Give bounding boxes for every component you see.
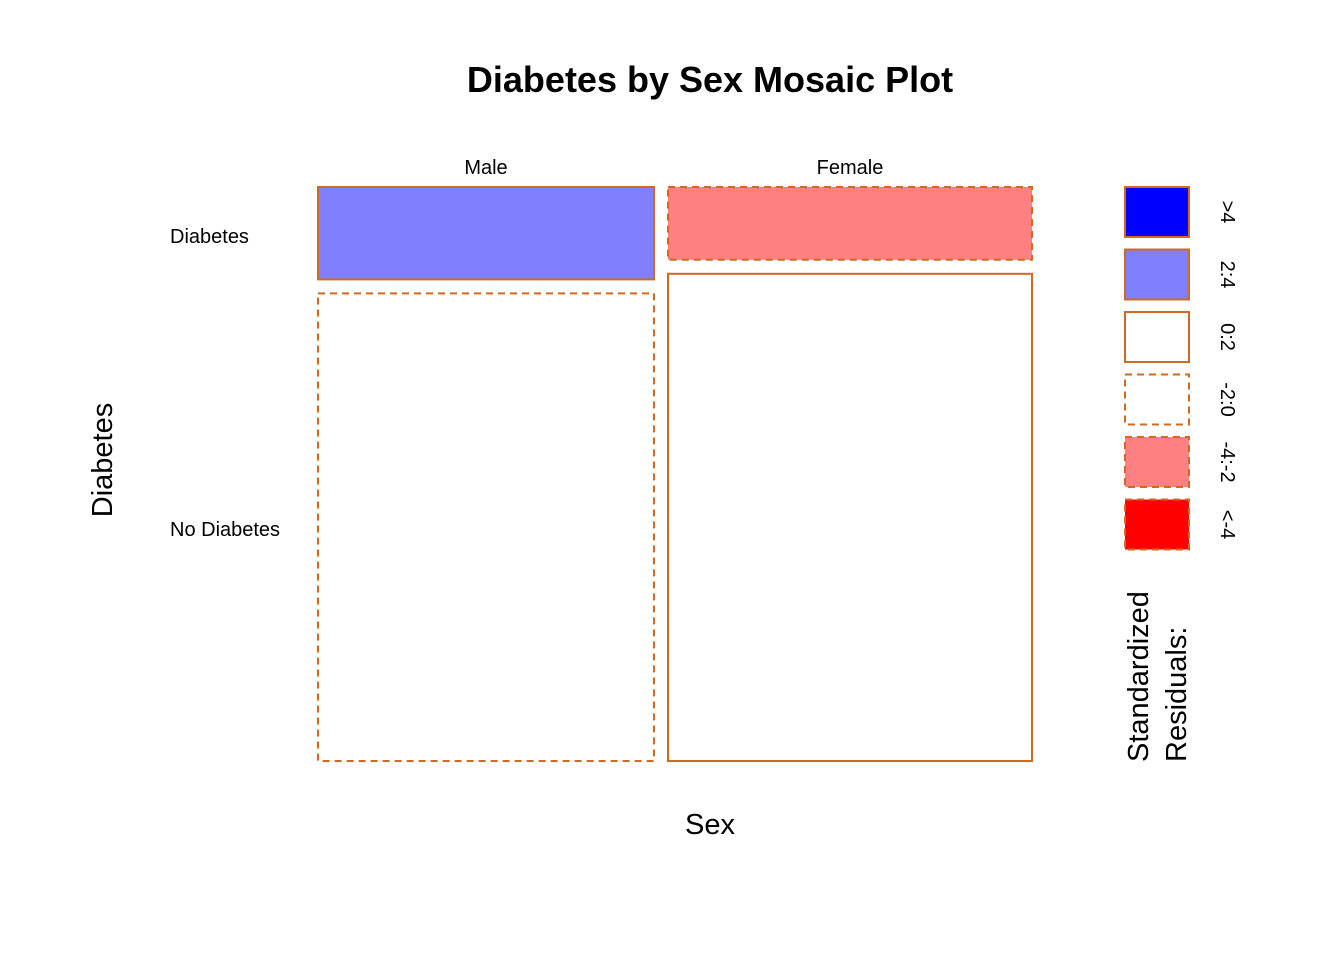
- legend-label: >4: [1216, 201, 1238, 224]
- row-labels: Diabetes No Diabetes: [170, 226, 280, 541]
- legend-swatch: [1124, 436, 1190, 488]
- cell-female-diabetes: [667, 186, 1033, 261]
- column-label-female: Female: [817, 157, 884, 179]
- y-axis-label: Diabetes: [87, 403, 119, 517]
- legend-label: -4:-2: [1216, 441, 1238, 482]
- legend-title-line: Residuals:: [1161, 627, 1193, 762]
- residual-legend: >4 2:4 0:2 -2:0 -4:-2 <-4 Standardized Residual…: [1123, 186, 1238, 762]
- column-label-male: Male: [464, 157, 507, 179]
- mosaic-cells: [317, 186, 1033, 762]
- legend-label: -2:0: [1216, 382, 1238, 416]
- column-labels: Male Female: [464, 157, 883, 179]
- legend-label: 2:4: [1216, 261, 1238, 289]
- legend-label: <-4: [1216, 510, 1238, 539]
- cell-male-diabetes: [317, 186, 655, 281]
- legend-swatch: [1124, 498, 1190, 551]
- cell-female-no-diabetes: [667, 272, 1033, 762]
- legend-swatch: [1124, 311, 1190, 363]
- x-axis-label: Sex: [685, 809, 735, 841]
- cell-male-no-diabetes: [317, 292, 655, 762]
- chart-title: Diabetes by Sex Mosaic Plot: [467, 59, 953, 100]
- legend-label: 0:2: [1216, 323, 1238, 351]
- legend-swatch: [1124, 248, 1190, 301]
- legend-swatch: [1124, 186, 1190, 238]
- row-label-no-diabetes: No Diabetes: [170, 519, 280, 541]
- legend-swatch: [1124, 373, 1190, 426]
- row-label-diabetes: Diabetes: [170, 226, 249, 248]
- legend-title-line: Standardized: [1123, 591, 1155, 762]
